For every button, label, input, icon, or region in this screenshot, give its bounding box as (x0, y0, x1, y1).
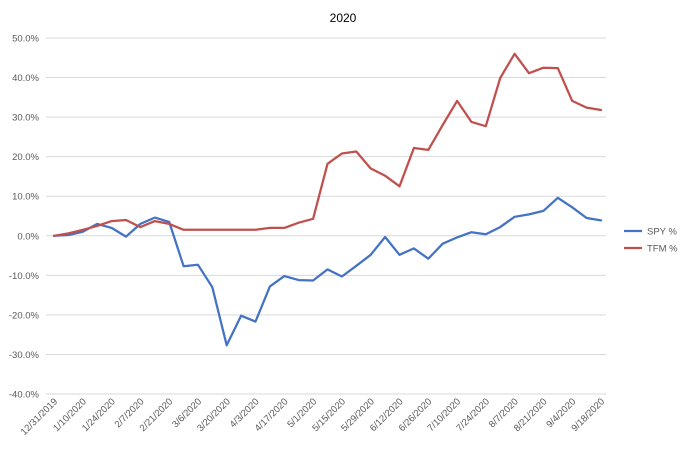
gridlines (46, 37, 606, 395)
y-tick-label: 0.0% (17, 231, 39, 242)
y-axis-tick-labels: 50.0% 40.0% 30.0% 20.0% 10.0% 0.0% -10.0% -20.0… (9, 34, 40, 401)
y-tick-label: -30.0% (9, 350, 40, 361)
y-tick-label: 20.0% (12, 152, 39, 163)
y-tick-label: 40.0% (12, 73, 39, 84)
chart-title: 2020 (330, 11, 357, 25)
legend: SPY % TFM % (624, 227, 678, 255)
y-tick-label: 30.0% (12, 113, 39, 124)
legend-label: TFM % (647, 244, 678, 255)
y-tick-label: -10.0% (9, 271, 40, 282)
legend-label: SPY % (647, 227, 677, 238)
series-line-1 (52, 52, 603, 237)
series-lines (52, 52, 603, 347)
series-line-0 (52, 196, 603, 347)
y-tick-label: 10.0% (12, 192, 39, 203)
y-tick-label: -40.0% (9, 390, 40, 401)
y-tick-label: -20.0% (9, 310, 40, 321)
y-tick-label: 50.0% (12, 34, 39, 45)
